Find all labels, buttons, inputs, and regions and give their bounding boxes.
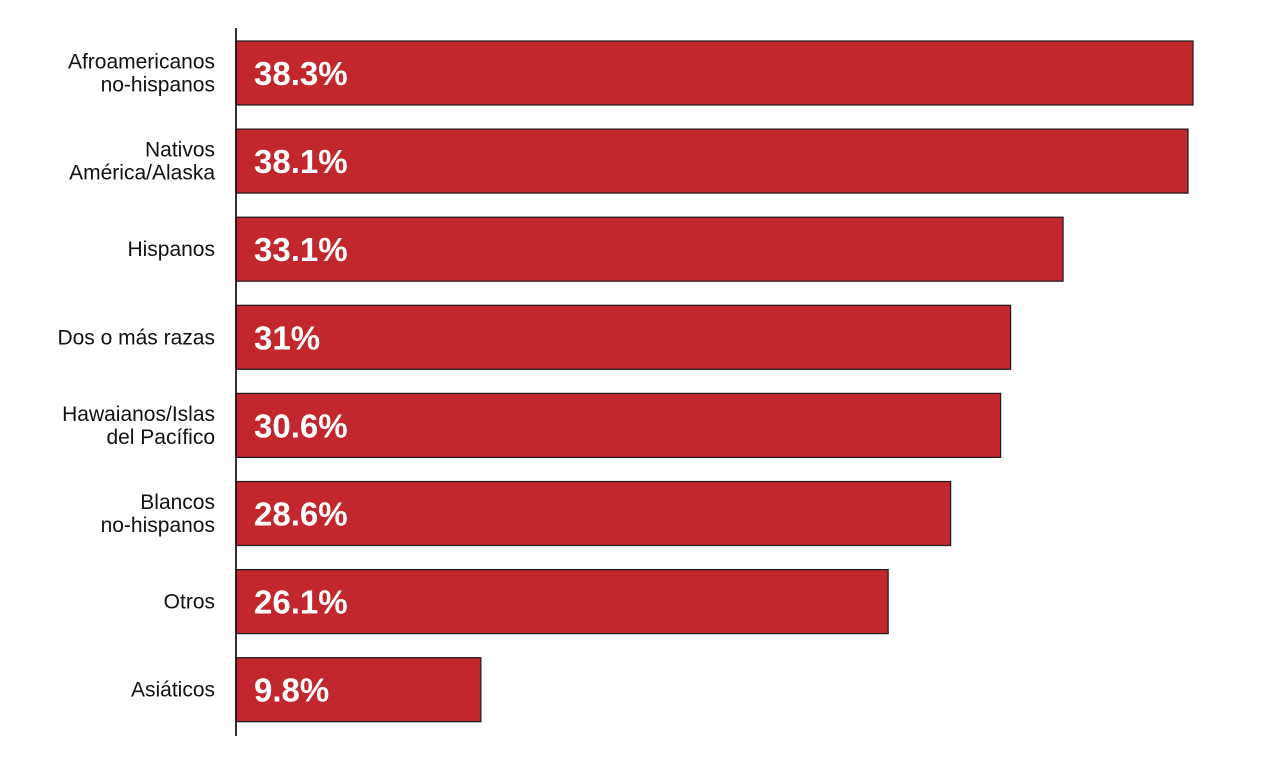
bar-value-label: 26.1%: [254, 584, 348, 621]
category-label: Afroamericanos no-hispanos: [68, 51, 215, 97]
bar-value-label: 38.3%: [254, 55, 348, 92]
category-label: Otros: [164, 591, 215, 614]
category-label-line: no-hispanos: [101, 514, 215, 537]
category-label: Dos o más razas: [57, 326, 215, 349]
category-label: Hispanos: [127, 238, 215, 261]
bar-value-label: 33.1%: [254, 231, 348, 268]
bars-group: [235, 40, 1194, 723]
category-label: Asiáticos: [131, 679, 215, 702]
category-label-line: Dos o más razas: [57, 326, 215, 349]
bar-value-label: 28.6%: [254, 496, 348, 533]
bar-value-label: 38.1%: [254, 143, 348, 180]
category-label-line: Hispanos: [127, 238, 215, 261]
category-label-line: del Pacífico: [106, 426, 215, 449]
category-label-line: Nativos: [145, 139, 215, 162]
category-label-line: no-hispanos: [101, 74, 215, 97]
category-label-line: Asiáticos: [131, 679, 215, 702]
bar: [235, 568, 889, 635]
category-label: Blancos no-hispanos: [101, 491, 215, 537]
category-label-line: Afroamericanos: [68, 51, 215, 74]
bar-value-label: 9.8%: [254, 672, 329, 709]
bar-value-label: 31%: [254, 319, 320, 356]
bar: [235, 216, 1064, 282]
category-label: Nativos América/Alaska: [69, 139, 215, 185]
value-labels-group: 38.3% 38.1% 33.1% 31% 30.6% 28.6% 26.1% 9.8%: [254, 55, 348, 709]
category-label-line: Otros: [164, 591, 215, 614]
bar: [235, 480, 952, 547]
bar: [235, 392, 1002, 458]
category-label: Hawaianos/Islas del Pacífico: [62, 403, 215, 449]
category-label-line: Hawaianos/Islas: [62, 403, 215, 426]
bar: [235, 304, 1012, 370]
bar: [235, 128, 1189, 194]
category-label-line: Blancos: [140, 491, 215, 514]
category-label-line: América/Alaska: [69, 162, 215, 185]
bar-value-label: 30.6%: [254, 407, 348, 444]
bar: [235, 40, 1194, 106]
bar: [235, 657, 482, 723]
